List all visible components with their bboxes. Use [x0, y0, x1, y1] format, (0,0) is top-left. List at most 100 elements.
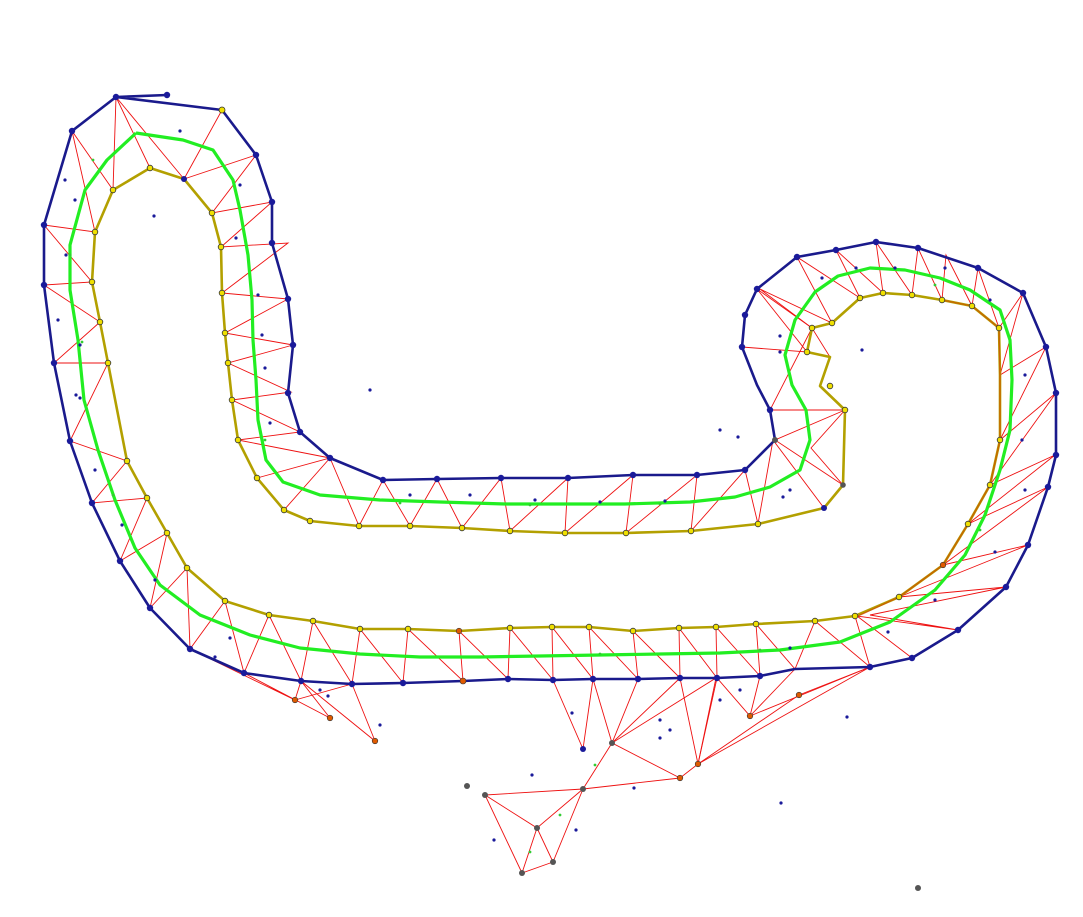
cone-orange — [326, 714, 334, 722]
midpoint-marker — [978, 528, 982, 532]
cone-blue — [564, 474, 572, 482]
cone-orange — [795, 691, 803, 699]
cone-yellow — [622, 529, 630, 537]
detection-point — [78, 396, 82, 400]
cone-yellow — [548, 623, 556, 631]
cone-gray — [915, 885, 921, 891]
cone-blue — [1052, 451, 1060, 459]
midpoint-marker — [80, 340, 84, 344]
triangulation-edges-bottom-fan-2 — [611, 666, 871, 766]
cone-yellow — [306, 517, 314, 525]
cone-yellow — [265, 611, 273, 619]
cone-blue — [872, 238, 880, 246]
cone-yellow — [629, 627, 637, 635]
cone-yellow — [253, 474, 261, 482]
detection-point — [63, 178, 67, 182]
cone-orange — [291, 696, 299, 704]
cone-blue — [738, 343, 746, 351]
cone-blue — [1042, 343, 1050, 351]
cone-blue — [116, 557, 124, 565]
cone-yellow — [712, 623, 720, 631]
cone-yellow — [938, 296, 946, 304]
cone-yellow — [221, 329, 229, 337]
cone-yellow — [104, 359, 112, 367]
cone-blue — [954, 626, 962, 634]
cone-blue — [88, 499, 96, 507]
midpoint-marker — [658, 502, 662, 506]
cone-blue — [68, 127, 76, 135]
detection-point — [64, 253, 68, 257]
cone-blue — [50, 359, 58, 367]
detection-point — [933, 598, 937, 602]
detection-point — [820, 276, 824, 280]
outlier-vertices — [163, 91, 921, 891]
triangulation-edges-lower-fan — [189, 648, 377, 743]
cone-yellow — [879, 289, 887, 297]
cone-yellow — [851, 612, 859, 620]
cone-orange — [676, 774, 684, 782]
cone-yellow — [91, 228, 99, 236]
cone-blue — [66, 437, 74, 445]
cone-blue — [753, 285, 761, 293]
cone-blue — [40, 281, 48, 289]
cone-blue — [1024, 541, 1032, 549]
centerline — [68, 131, 1014, 659]
cone-blue — [240, 669, 248, 677]
cone-blue — [914, 244, 922, 252]
cone-yellow — [183, 564, 191, 572]
cone-blue — [268, 239, 276, 247]
triangulation-edges-left-2 — [42, 130, 871, 686]
cone-yellow — [964, 520, 972, 528]
cone-blue — [766, 406, 774, 414]
detection-point — [74, 393, 78, 397]
cone-yellow — [218, 289, 226, 297]
outer-vertices — [40, 93, 1060, 688]
cone-yellow — [224, 359, 232, 367]
cone-blue — [741, 311, 749, 319]
midpoint-marker — [91, 158, 95, 162]
cone-yellow — [221, 597, 229, 605]
cone-gray — [840, 482, 846, 488]
cone-blue — [163, 91, 171, 99]
stray-detections — [56, 129, 1027, 842]
cone-blue — [433, 475, 441, 483]
detection-point — [468, 493, 472, 497]
cone-yellow — [208, 209, 216, 217]
cone-blue — [756, 672, 764, 680]
cone-yellow — [146, 164, 154, 172]
cone-gray — [580, 786, 586, 792]
detection-point — [73, 198, 77, 202]
detection-point — [570, 711, 574, 715]
detection-point — [152, 214, 156, 218]
detection-point — [788, 646, 792, 650]
cone-blue — [629, 471, 637, 479]
cone-yellow — [123, 457, 131, 465]
detection-point — [860, 348, 864, 352]
cone-yellow — [163, 529, 171, 537]
cone-blue — [289, 341, 297, 349]
cone-blue — [741, 466, 749, 474]
cone-orange — [459, 677, 467, 685]
cone-yellow — [826, 382, 834, 390]
cone-blue — [974, 264, 982, 272]
cone-blue — [634, 675, 642, 683]
detection-point — [632, 786, 636, 790]
detection-point — [120, 523, 124, 527]
cone-gray — [534, 825, 540, 831]
cone-yellow — [995, 324, 1003, 332]
cone-yellow — [561, 529, 569, 537]
detection-point — [153, 578, 157, 582]
cone-blue — [379, 476, 387, 484]
detection-point — [492, 838, 496, 842]
detection-point — [368, 388, 372, 392]
detection-point — [1020, 438, 1024, 442]
detection-point — [778, 350, 782, 354]
cone-yellow — [675, 624, 683, 632]
detection-point — [318, 688, 322, 692]
detection-point — [1023, 488, 1027, 492]
detection-point — [228, 636, 232, 640]
cone-yellow — [803, 348, 811, 356]
midpoint-marker — [598, 652, 602, 656]
detection-point — [886, 630, 890, 634]
